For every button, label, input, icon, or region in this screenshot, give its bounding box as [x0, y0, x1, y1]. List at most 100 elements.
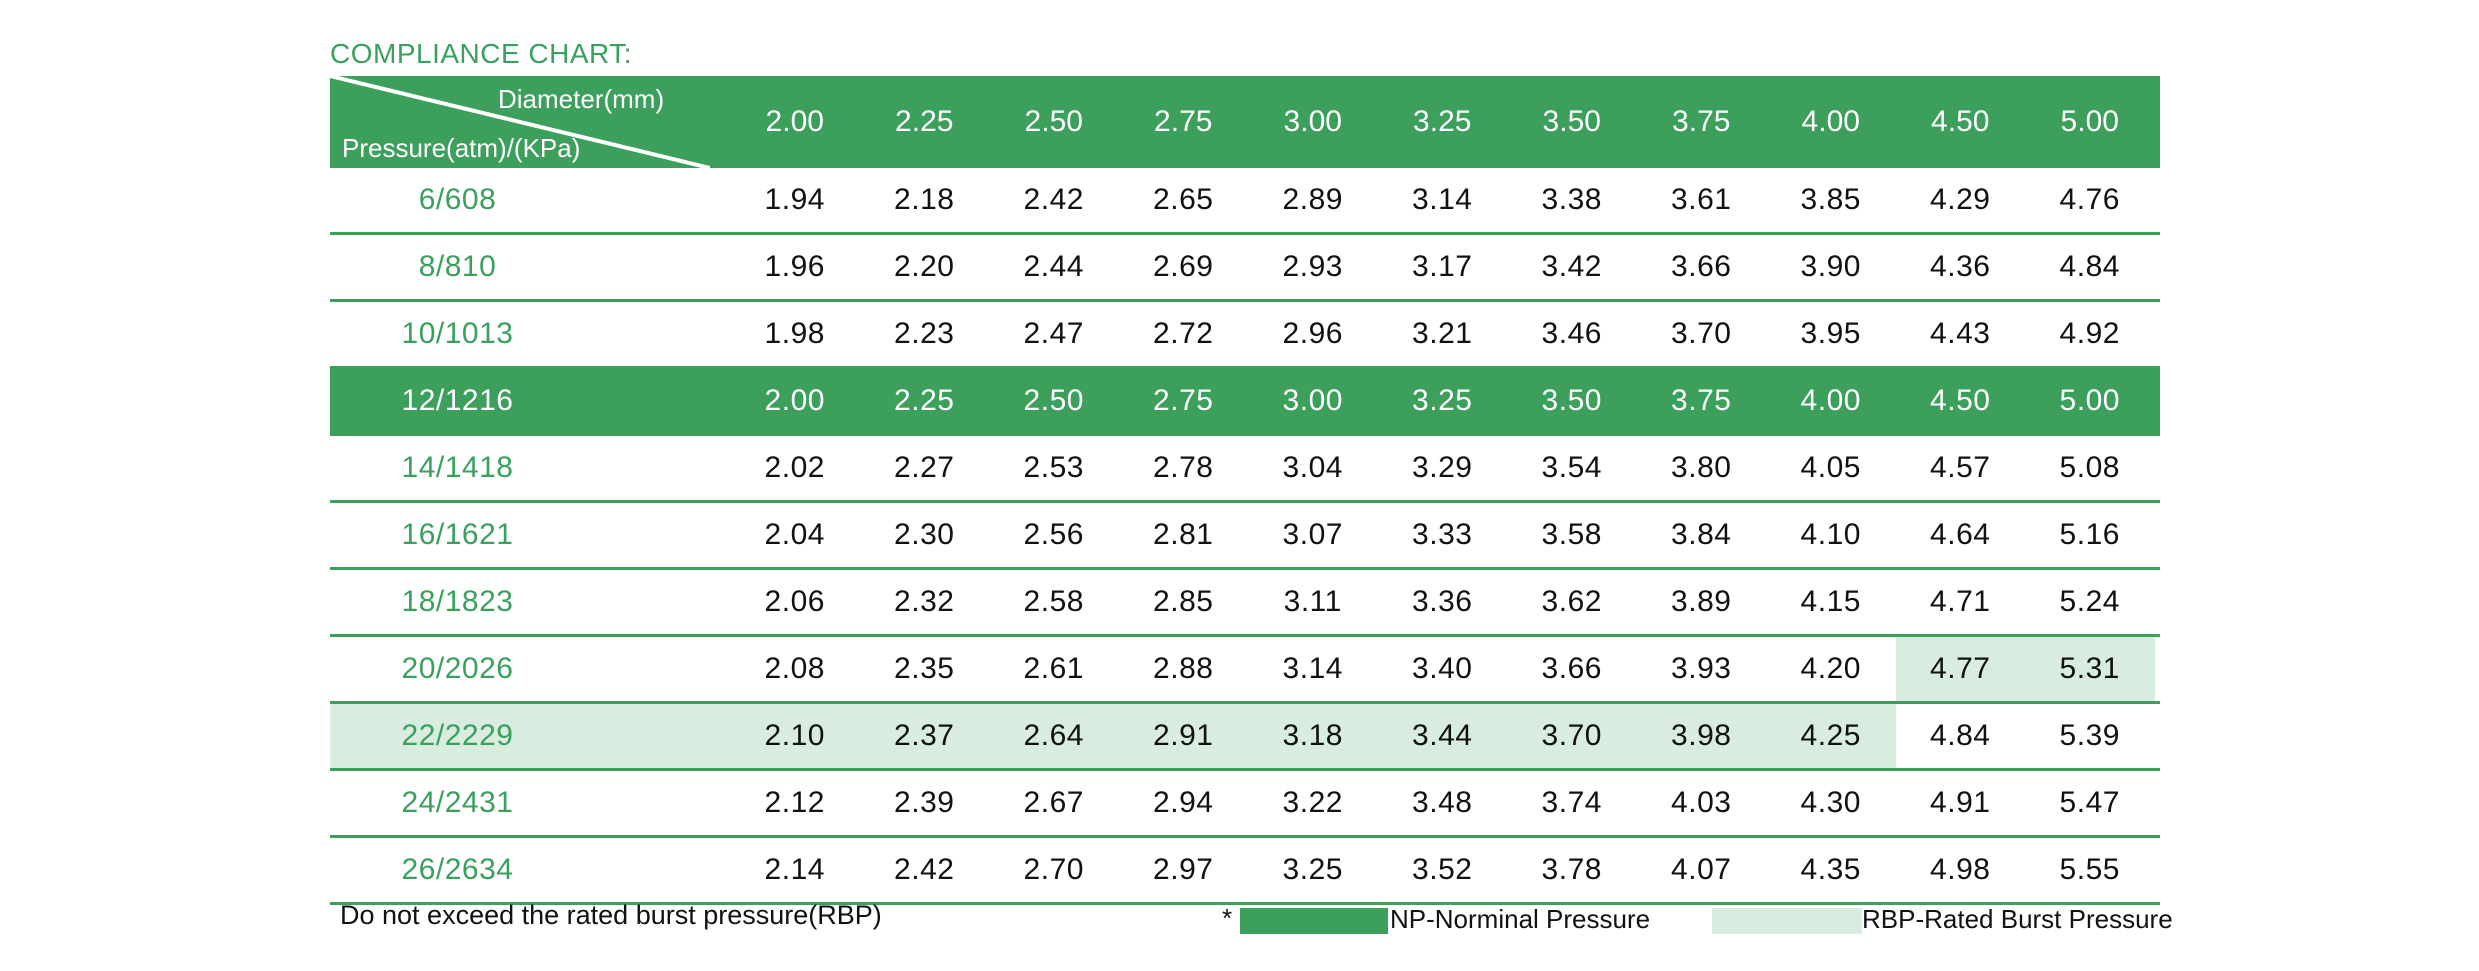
table-row: 10/1013 1.98 2.23 2.47 2.72 2.96 3.21 3.46 3.70 3…	[330, 302, 2160, 369]
row-pressure-label: 16/1621	[401, 518, 514, 551]
table-cell: 3.70	[1541, 719, 1602, 752]
table-cell: 4.35	[1800, 853, 1861, 886]
table-cell: 5.00	[2059, 384, 2120, 417]
table-row: 12/1216 2.00 2.25 2.50 2.75 3.00 3.25 3.50 3.75 4…	[330, 369, 2160, 436]
table-cell: 3.74	[1541, 786, 1602, 819]
table-cell: 2.23	[894, 317, 955, 350]
table-row: 16/1621 2.04 2.30 2.56 2.81 3.07 3.33 3.58 3.84 4…	[330, 503, 2160, 570]
table-row: 22/2229 2.10 2.37 2.64 2.91 3.18 3.44 3.70 3.98 4…	[330, 704, 2160, 771]
table-cell: 3.98	[1671, 719, 1732, 752]
row-pressure-label: 24/2431	[401, 786, 514, 819]
table-cell: 2.39	[894, 786, 955, 819]
table-cell: 4.71	[1930, 585, 1991, 618]
table-cell: 3.18	[1282, 719, 1343, 752]
table-cell: 3.25	[1282, 853, 1343, 886]
table-cell: 2.35	[894, 652, 955, 685]
header-diameter-4: 3.00	[1283, 105, 1342, 138]
table-cell: 3.22	[1282, 786, 1343, 819]
row-pressure-label: 12/1216	[401, 384, 514, 417]
table-cell: 3.70	[1671, 317, 1732, 350]
table-cell: 2.85	[1153, 585, 1214, 618]
row-pressure-label: 18/1823	[401, 585, 514, 618]
table-cell: 2.12	[764, 786, 825, 819]
table-cell: 3.04	[1282, 451, 1343, 484]
table-row: 6/608 1.94 2.18 2.42 2.65 2.89 3.14 3.38 3.61 3.8…	[330, 168, 2160, 235]
table-header: Diameter(mm) Pressure(atm)/(KPa) 2.00 2.2…	[330, 76, 2160, 168]
table-cell: 3.42	[1541, 250, 1602, 283]
table-cell: 4.76	[2059, 183, 2120, 216]
table-cell: 2.53	[1023, 451, 1084, 484]
table-cell: 4.50	[1930, 384, 1991, 417]
table-cell: 3.44	[1412, 719, 1473, 752]
table-cell: 3.46	[1541, 317, 1602, 350]
table-cell: 5.47	[2059, 786, 2120, 819]
table-cell: 3.25	[1412, 384, 1473, 417]
table-cell: 3.61	[1671, 183, 1732, 216]
table-cell: 2.64	[1023, 719, 1084, 752]
table-cell: 2.88	[1153, 652, 1214, 685]
table-cell: 3.14	[1412, 183, 1473, 216]
table-cell: 3.29	[1412, 451, 1473, 484]
table-cell: 4.36	[1930, 250, 1991, 283]
rbp-legend-swatch	[1712, 908, 1862, 934]
table-cell: 3.00	[1282, 384, 1343, 417]
table-cell: 4.77	[1930, 652, 1991, 685]
table-cell: 3.75	[1671, 384, 1732, 417]
table-cell: 3.11	[1283, 585, 1342, 618]
table-cell: 2.94	[1153, 786, 1214, 819]
table-cell: 4.91	[1930, 786, 1991, 819]
table-cell: 2.97	[1153, 853, 1214, 886]
table-cell: 2.70	[1023, 853, 1084, 886]
header-diameter-3: 2.75	[1154, 105, 1213, 138]
table-cell: 5.08	[2059, 451, 2120, 484]
table-cell: 3.14	[1282, 652, 1343, 685]
table-cell: 4.05	[1800, 451, 1861, 484]
header-diameter-6: 3.50	[1542, 105, 1601, 138]
table-cell: 1.96	[764, 250, 825, 283]
table-cell: 2.44	[1023, 250, 1084, 283]
table-cell: 3.66	[1671, 250, 1732, 283]
table-cell: 3.21	[1412, 317, 1473, 350]
table-cell: 4.92	[2059, 317, 2120, 350]
np-legend-label: NP-Norminal Pressure	[1390, 904, 1651, 934]
rbp-warning-note: Do not exceed the rated burst pressure(R…	[340, 900, 882, 930]
table-cell: 2.02	[764, 451, 825, 484]
table-cell: 5.24	[2059, 585, 2120, 618]
table-cell: 3.78	[1541, 853, 1602, 886]
table-cell: 2.00	[764, 384, 825, 417]
header-diameter-9: 4.50	[1931, 105, 1990, 138]
table-cell: 2.04	[764, 518, 825, 551]
table-cell: 4.98	[1930, 853, 1991, 886]
table-cell: 4.57	[1930, 451, 1991, 484]
table-cell: 3.90	[1800, 250, 1861, 283]
table-cell: 4.10	[1800, 518, 1861, 551]
table-cell: 2.69	[1153, 250, 1214, 283]
table-cell: 5.55	[2059, 853, 2120, 886]
table-cell: 3.95	[1800, 317, 1861, 350]
table-cell: 2.50	[1023, 384, 1084, 417]
table-cell: 2.30	[894, 518, 955, 551]
table-cell: 2.14	[764, 853, 825, 886]
table-cell: 3.07	[1282, 518, 1343, 551]
table-cell: 3.84	[1671, 518, 1732, 551]
header-diameter-1: 2.25	[895, 105, 954, 138]
header-diameter-10: 5.00	[2060, 105, 2119, 138]
table-row: 20/2026 2.08 2.35 2.61 2.88 3.14 3.40 3.66 3.93 4…	[330, 637, 2160, 704]
table-cell: 3.62	[1541, 585, 1602, 618]
table-cell: 2.20	[894, 250, 955, 283]
table-cell: 1.98	[764, 317, 825, 350]
table-cell: 2.25	[894, 384, 955, 417]
table-cell: 3.17	[1412, 250, 1473, 283]
row-pressure-label: 10/1013	[401, 317, 514, 350]
table-cell: 2.06	[764, 585, 825, 618]
table-cell: 2.93	[1282, 250, 1343, 283]
header-diameter-2: 2.50	[1024, 105, 1083, 138]
row-pressure-label: 26/2634	[401, 853, 514, 886]
table-row: 14/1418 2.02 2.27 2.53 2.78 3.04 3.29 3.54 3.80 4…	[330, 436, 2160, 503]
row-pressure-label: 14/1418	[401, 451, 514, 484]
table-cell: 4.30	[1800, 786, 1861, 819]
table-cell: 4.00	[1800, 384, 1861, 417]
table-cell: 5.31	[2059, 652, 2120, 685]
table-cell: 3.50	[1541, 384, 1602, 417]
table-cell: 3.36	[1412, 585, 1473, 618]
